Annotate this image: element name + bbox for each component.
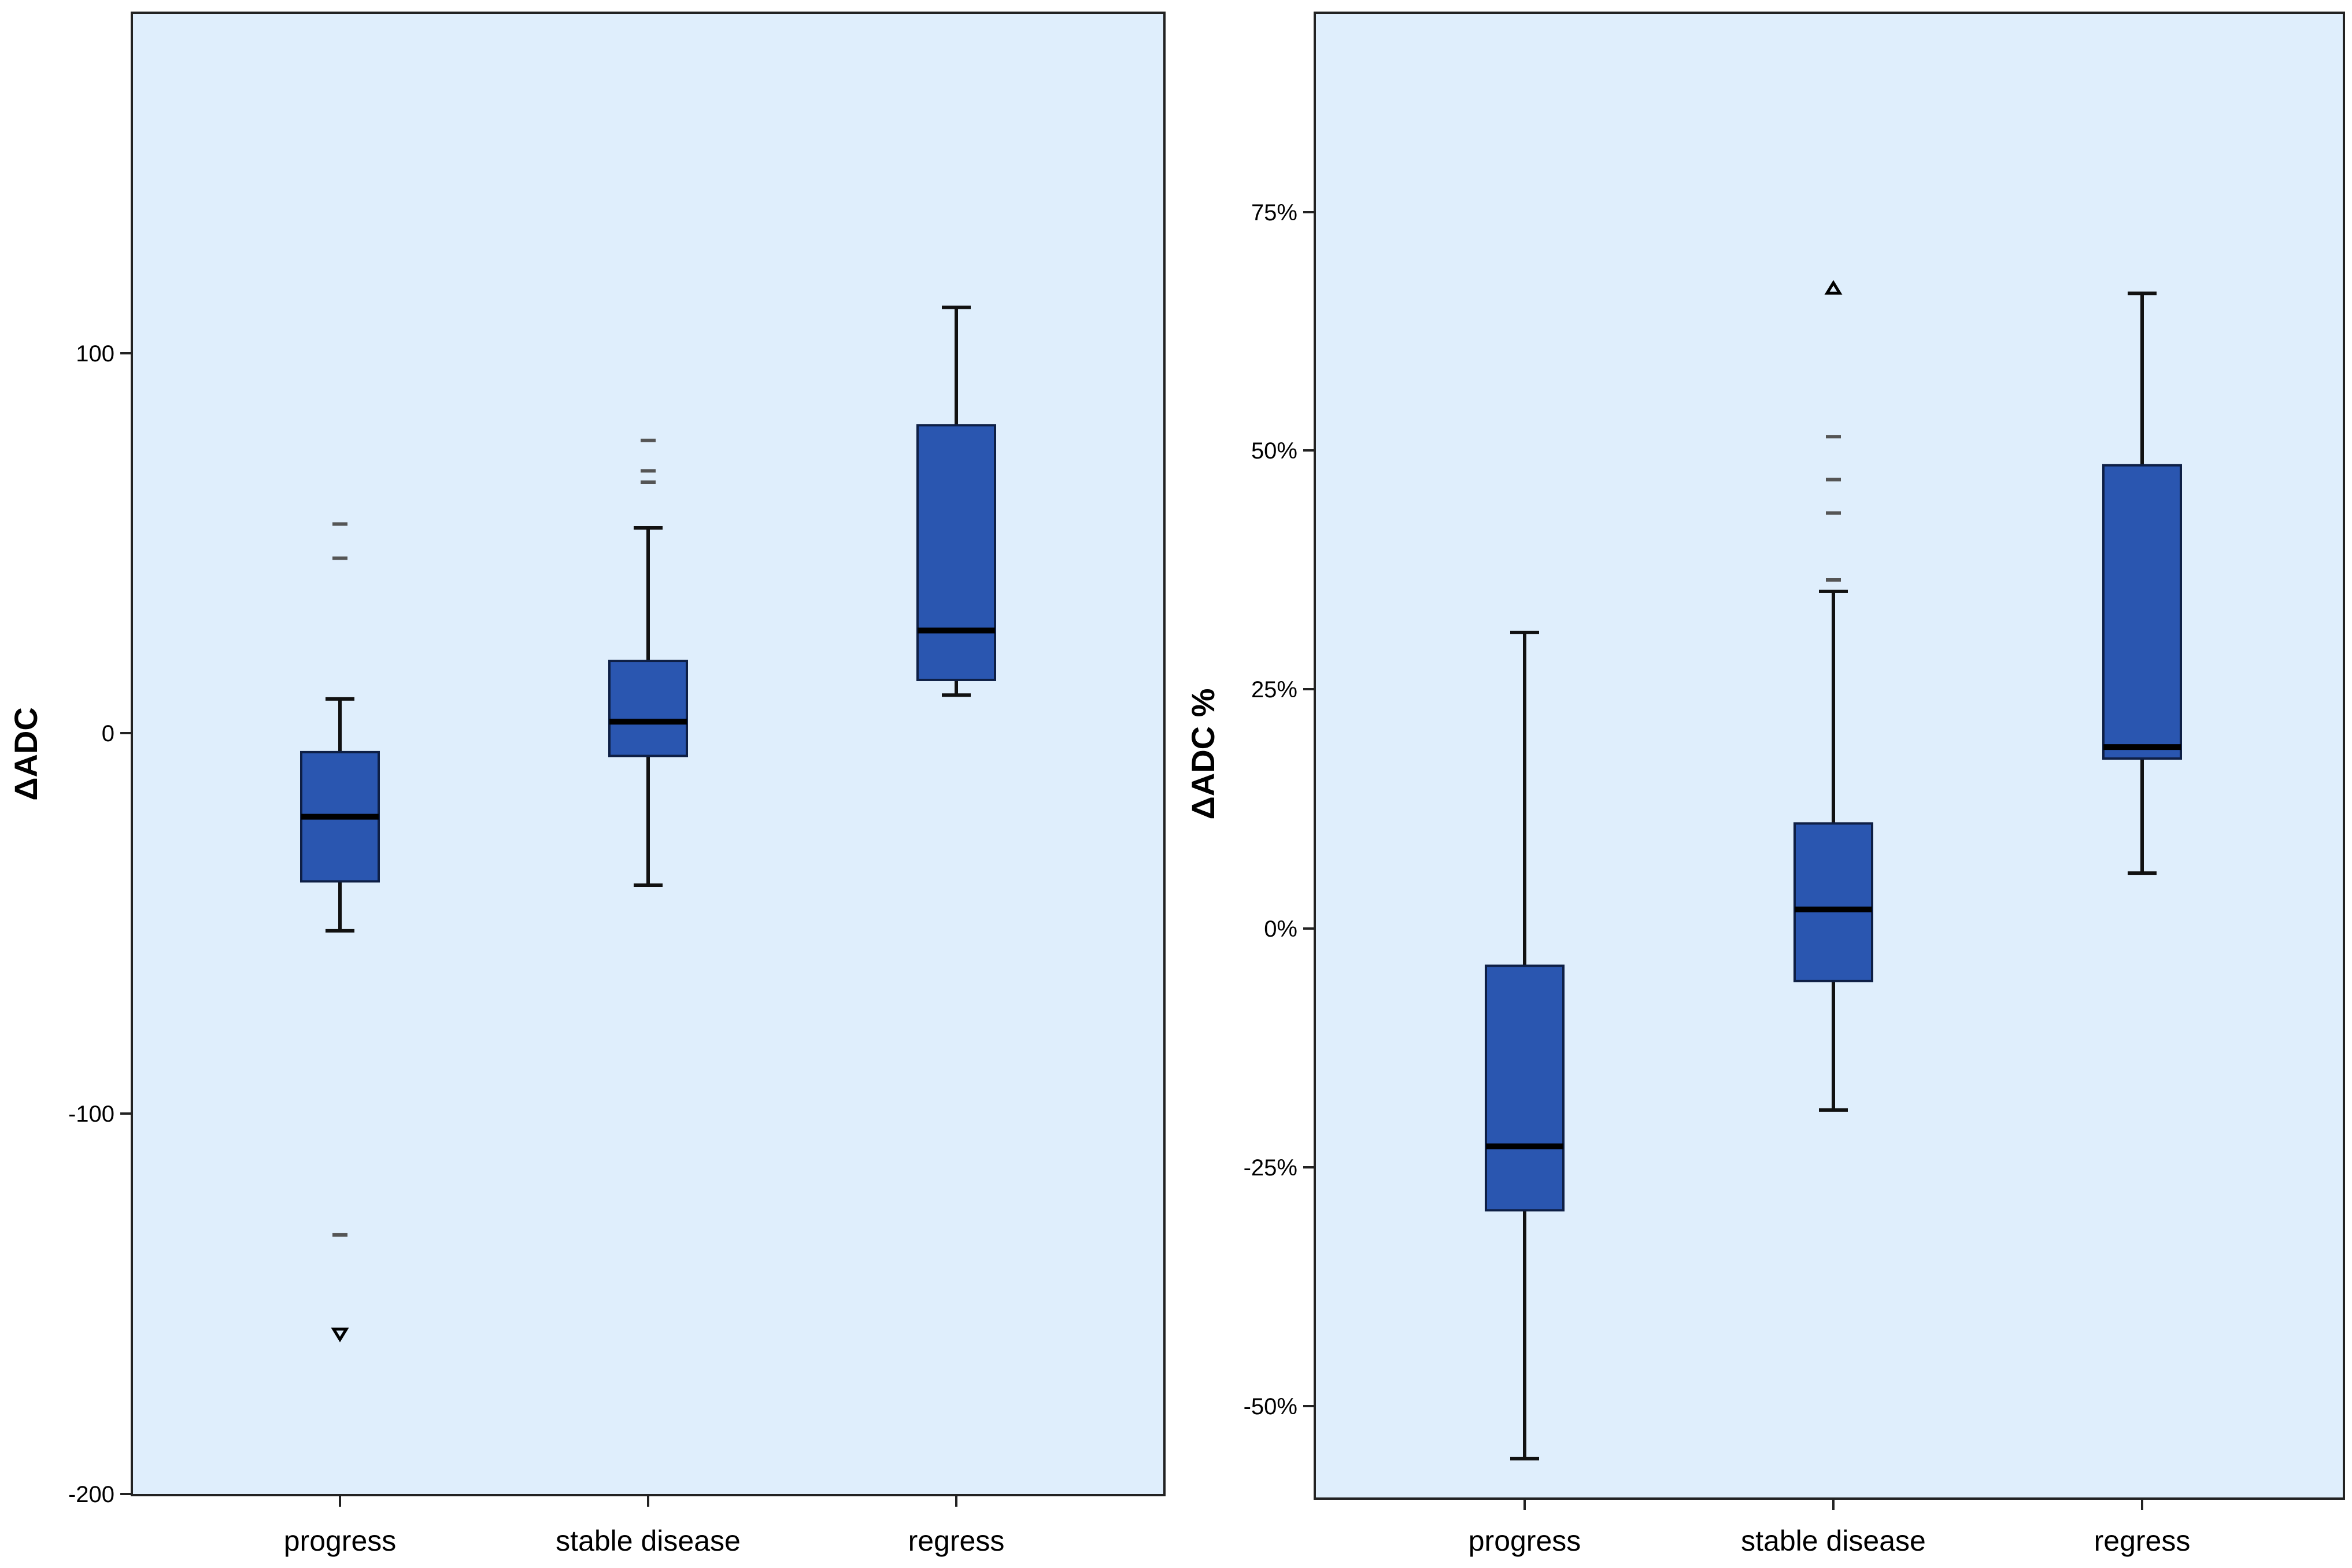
y-axis-left: 100 0 -100 -200 bbox=[68, 341, 132, 1507]
y-tick-label-0: 0 bbox=[102, 721, 114, 746]
box-regress-pct bbox=[2102, 464, 2182, 760]
x-label-regress-right: regress bbox=[2094, 1525, 2191, 1557]
x-label-stable-disease: stable disease bbox=[556, 1525, 741, 1557]
x-axis-left: progress stable disease regress bbox=[284, 1495, 1005, 1557]
box-stable-disease-abs bbox=[608, 660, 688, 757]
boxes-right bbox=[1485, 280, 2182, 1460]
y-tick-label-25pct: 25% bbox=[1251, 677, 1297, 702]
extreme-up-stable-disease-pct-0 bbox=[1824, 280, 1843, 295]
y-axis-title-left: ΔADC bbox=[8, 707, 44, 801]
y-tick-label-minus-200: -200 bbox=[68, 1482, 114, 1507]
box-regress-abs bbox=[916, 424, 996, 681]
y-axis-right: 75% 50% 25% 0% -25% -50% bbox=[1244, 200, 1315, 1419]
extreme-down-progress-abs-0 bbox=[331, 1327, 349, 1343]
y-tick-label-100: 100 bbox=[76, 341, 114, 367]
x-label-regress: regress bbox=[908, 1525, 1005, 1557]
x-axis-right: progress stable disease regress bbox=[1469, 1499, 2191, 1557]
y-tick-label-75pct: 75% bbox=[1251, 200, 1297, 225]
y-tick-label-minus-50pct: -50% bbox=[1244, 1394, 1297, 1419]
x-label-stable-disease-right: stable disease bbox=[1741, 1525, 1926, 1557]
boxes-left bbox=[300, 305, 996, 1343]
x-label-progress: progress bbox=[284, 1525, 397, 1557]
x-label-progress-right: progress bbox=[1469, 1525, 1581, 1557]
y-tick-label-minus-25pct: -25% bbox=[1244, 1155, 1297, 1181]
chart-delta-adc-percent: ΔADC % 75% 50% 25% 0% -25% -50% progress… bbox=[1185, 12, 2345, 1557]
plot-area-right bbox=[1314, 12, 2345, 1500]
y-axis-title-right: ΔADC % bbox=[1185, 689, 1221, 820]
chart-delta-adc: ΔADC 100 0 -100 -200 progress stable dis… bbox=[8, 12, 1166, 1557]
y-tick-label-0pct: 0% bbox=[1264, 916, 1297, 942]
y-tick-label-50pct: 50% bbox=[1251, 438, 1297, 464]
box-progress-pct bbox=[1485, 964, 1565, 1212]
box-stable-disease-pct bbox=[1793, 822, 1873, 982]
y-tick-label-minus-100: -100 bbox=[68, 1101, 114, 1127]
